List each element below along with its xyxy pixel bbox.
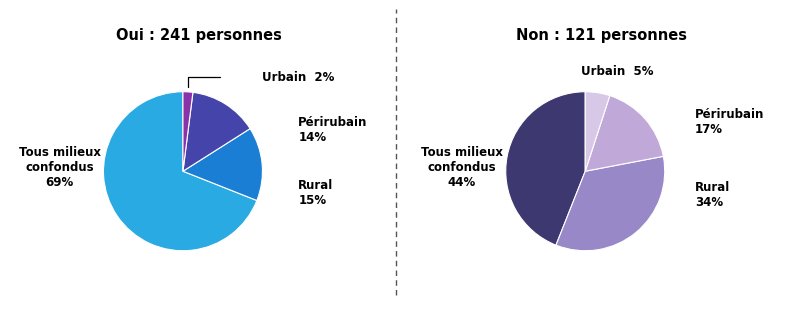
Text: Rural
34%: Rural 34%: [695, 181, 730, 209]
Wedge shape: [586, 96, 663, 171]
Title: Non : 121 personnes: Non : 121 personnes: [516, 28, 686, 43]
Title: Oui : 241 personnes: Oui : 241 personnes: [116, 28, 282, 43]
Text: Périrubain
14%: Périrubain 14%: [298, 116, 368, 144]
Text: Tous milieux
confondus
69%: Tous milieux confondus 69%: [18, 146, 101, 189]
Text: Périrubain
17%: Périrubain 17%: [695, 108, 764, 136]
Text: Urbain  5%: Urbain 5%: [582, 65, 654, 78]
Text: Tous milieux
confondus
44%: Tous milieux confondus 44%: [421, 146, 503, 189]
Text: Rural
15%: Rural 15%: [298, 180, 334, 208]
Wedge shape: [183, 92, 193, 171]
Wedge shape: [556, 156, 665, 251]
Wedge shape: [506, 92, 586, 245]
Wedge shape: [183, 92, 250, 171]
Text: Urbain  2%: Urbain 2%: [262, 71, 335, 84]
Wedge shape: [183, 129, 262, 201]
Wedge shape: [103, 92, 257, 251]
Wedge shape: [586, 92, 610, 171]
